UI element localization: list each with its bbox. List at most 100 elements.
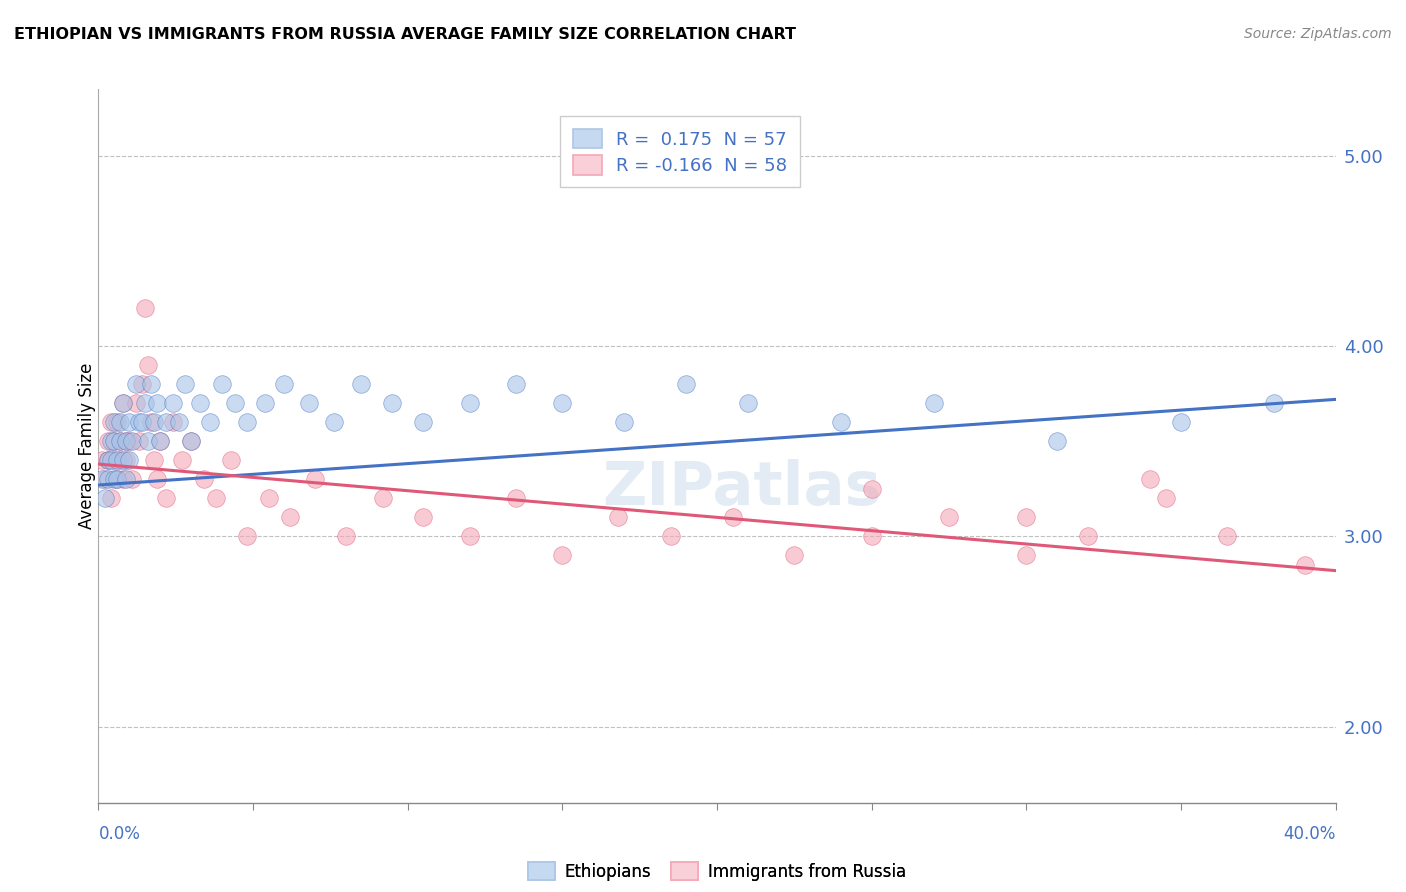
Point [103, 434, 125, 449]
Point [105, 472, 128, 486]
Point [180, 434, 202, 449]
Point [613, 415, 636, 429]
Point [100, 434, 122, 449]
Point [131, 415, 153, 429]
Point [830, 415, 852, 429]
Point [1216, 529, 1239, 543]
Point [121, 472, 143, 486]
Point [115, 472, 138, 486]
Point [304, 472, 326, 486]
Point [108, 415, 131, 429]
Point [118, 453, 141, 467]
Point [1015, 510, 1038, 524]
Point [149, 434, 172, 449]
Point [1015, 549, 1038, 563]
Point [146, 472, 169, 486]
Point [298, 396, 321, 410]
Point [193, 472, 215, 486]
Point [108, 453, 131, 467]
Point [93, 491, 115, 506]
Point [149, 434, 172, 449]
Point [1154, 491, 1177, 506]
Point [134, 396, 156, 410]
Point [938, 510, 960, 524]
Point [1046, 434, 1069, 449]
Point [198, 415, 221, 429]
Text: ZIPatlas: ZIPatlas [602, 459, 882, 518]
Point [1263, 396, 1285, 410]
Point [335, 529, 357, 543]
Point [174, 377, 197, 392]
Point [115, 434, 138, 449]
Point [103, 453, 125, 467]
Point [105, 415, 128, 429]
Point [607, 510, 630, 524]
Point [136, 434, 159, 449]
Point [112, 472, 135, 486]
Point [221, 453, 243, 467]
Point [737, 396, 759, 410]
Point [112, 453, 135, 467]
Point [257, 491, 280, 506]
Point [93, 472, 115, 486]
Point [105, 472, 128, 486]
Point [162, 415, 184, 429]
Point [167, 415, 190, 429]
Point [322, 415, 344, 429]
Point [278, 510, 301, 524]
Point [224, 396, 246, 410]
Point [236, 529, 259, 543]
Point [273, 377, 295, 392]
Point [860, 482, 883, 496]
Point [118, 415, 141, 429]
Point [108, 434, 131, 449]
Point [97, 434, 120, 449]
Point [97, 453, 120, 467]
Text: Source: ZipAtlas.com: Source: ZipAtlas.com [1244, 27, 1392, 41]
Point [97, 453, 120, 467]
Point [131, 377, 153, 392]
Point [860, 529, 883, 543]
Point [139, 377, 162, 392]
Point [675, 377, 697, 392]
Point [350, 377, 373, 392]
Point [1139, 472, 1161, 486]
Point [551, 549, 574, 563]
Point [100, 453, 122, 467]
Point [170, 453, 193, 467]
Y-axis label: Average Family Size: Average Family Size [79, 363, 96, 529]
Point [103, 415, 125, 429]
Point [1077, 529, 1099, 543]
Legend: Ethiopians, Immigrants from Russia: Ethiopians, Immigrants from Russia [522, 855, 912, 888]
Point [1170, 415, 1192, 429]
Point [205, 491, 228, 506]
Point [211, 377, 233, 392]
Point [659, 529, 682, 543]
Point [108, 434, 131, 449]
Point [128, 415, 150, 429]
Point [155, 491, 177, 506]
Point [139, 415, 162, 429]
Point [146, 396, 169, 410]
Point [100, 491, 122, 506]
Point [90, 472, 112, 486]
Point [115, 434, 138, 449]
Text: ETHIOPIAN VS IMMIGRANTS FROM RUSSIA AVERAGE FAMILY SIZE CORRELATION CHART: ETHIOPIAN VS IMMIGRANTS FROM RUSSIA AVER… [14, 27, 796, 42]
Point [100, 415, 122, 429]
Point [90, 453, 112, 467]
Point [371, 491, 394, 506]
Point [115, 453, 138, 467]
Point [112, 396, 135, 410]
Point [136, 358, 159, 372]
Point [458, 529, 481, 543]
Point [381, 396, 404, 410]
Point [922, 396, 945, 410]
Point [143, 453, 166, 467]
Point [162, 396, 184, 410]
Point [505, 377, 527, 392]
Point [134, 301, 156, 315]
Point [124, 396, 146, 410]
Point [190, 396, 212, 410]
Point [505, 491, 527, 506]
Point [103, 434, 125, 449]
